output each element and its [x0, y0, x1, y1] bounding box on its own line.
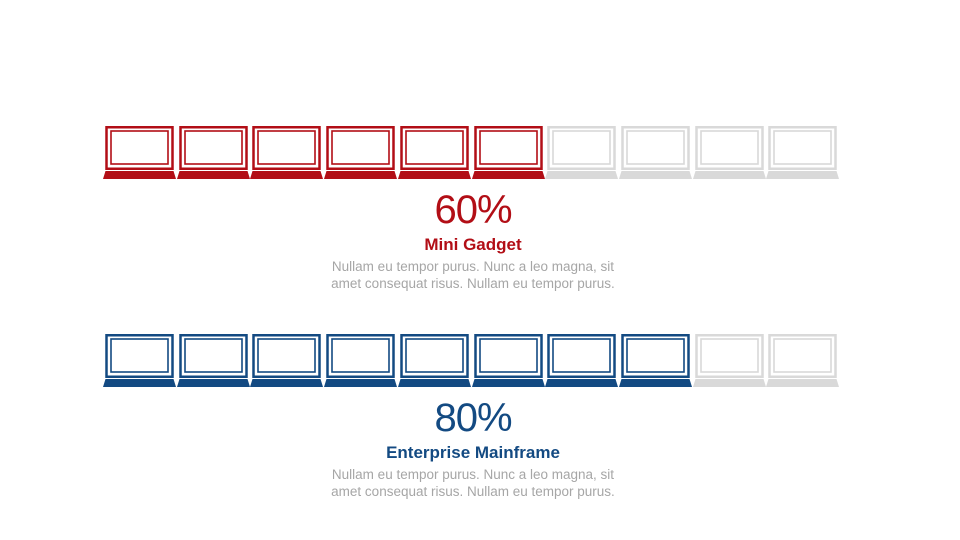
laptop-screen	[252, 126, 322, 170]
laptop-display	[183, 338, 243, 373]
laptop-display	[626, 130, 685, 165]
laptop-display	[257, 338, 317, 373]
laptop-base	[618, 379, 692, 387]
laptop-base	[545, 171, 619, 179]
laptop-base	[766, 379, 840, 387]
percent-value: 60%	[434, 188, 512, 232]
laptop-display	[110, 130, 169, 165]
laptop-base	[397, 171, 471, 179]
laptop-screen	[105, 126, 174, 170]
laptop-base	[545, 379, 619, 387]
laptop-base	[471, 379, 545, 387]
laptop-base	[176, 379, 250, 387]
laptop-icon	[766, 126, 840, 180]
laptop-screen	[621, 126, 690, 170]
laptop-icon	[545, 126, 619, 180]
laptop-screen	[768, 126, 838, 170]
laptop-icon	[545, 334, 619, 388]
laptop-screen	[400, 334, 469, 378]
percent-value: 80%	[434, 396, 512, 440]
laptop-icon-row	[103, 126, 843, 180]
laptop-screen	[400, 126, 469, 170]
laptop-screen	[252, 334, 322, 378]
laptop-icon	[176, 126, 250, 180]
laptop-icon	[471, 126, 545, 180]
description-line: Nullam eu tempor purus. Nunc a leo magna…	[331, 467, 615, 482]
laptop-base	[103, 379, 176, 387]
laptop-display	[331, 130, 390, 165]
laptop-screen	[105, 334, 174, 378]
laptop-screen	[547, 126, 616, 170]
laptop-screen	[473, 126, 543, 170]
laptop-icon	[397, 126, 471, 180]
laptop-base	[324, 379, 398, 387]
laptop-base	[618, 171, 692, 179]
laptop-display	[699, 338, 759, 373]
laptop-icon	[324, 126, 398, 180]
description-line: amet consequat risus. Nullam eu tempor p…	[331, 276, 615, 291]
laptop-screen	[694, 126, 764, 170]
laptop-icon-row	[103, 334, 843, 388]
laptop-icon	[692, 126, 766, 180]
laptop-screen	[768, 334, 838, 378]
laptop-base	[471, 171, 545, 179]
laptop-screen	[326, 126, 395, 170]
laptop-icon	[692, 334, 766, 388]
laptop-screen	[178, 334, 248, 378]
laptop-display	[478, 130, 538, 165]
product-name: Mini Gadget	[424, 235, 522, 254]
laptop-display	[183, 130, 243, 165]
laptop-display	[404, 338, 464, 373]
laptop-display	[773, 130, 833, 165]
laptop-icon	[766, 334, 840, 388]
laptop-icon	[471, 334, 545, 388]
laptop-base	[766, 171, 840, 179]
laptop-icon	[103, 334, 176, 388]
laptop-icon	[250, 126, 324, 180]
laptop-screen	[178, 126, 248, 170]
laptop-base	[176, 171, 250, 179]
laptop-base	[250, 379, 324, 387]
laptop-icon	[618, 334, 692, 388]
product-description: Nullam eu tempor purus. Nunc a leo magna…	[0, 466, 946, 500]
laptop-icon	[618, 126, 692, 180]
laptop-screen	[473, 334, 543, 378]
laptop-icon	[324, 334, 398, 388]
product-description: Nullam eu tempor purus. Nunc a leo magna…	[0, 258, 946, 292]
laptop-icon	[103, 126, 176, 180]
laptop-display	[773, 338, 833, 373]
description-line: Nullam eu tempor purus. Nunc a leo magna…	[331, 259, 615, 274]
laptop-base	[692, 171, 766, 179]
laptop-display	[552, 130, 611, 165]
laptop-display	[110, 338, 169, 373]
laptop-icon	[250, 334, 324, 388]
laptop-base	[324, 171, 398, 179]
laptop-screen	[547, 334, 616, 378]
laptop-icon	[397, 334, 471, 388]
laptop-display	[699, 130, 759, 165]
laptop-display	[478, 338, 538, 373]
laptop-display	[404, 130, 464, 165]
laptop-base	[692, 379, 766, 387]
laptop-base	[103, 171, 176, 179]
description-line: amet consequat risus. Nullam eu tempor p…	[331, 484, 615, 499]
laptop-icon	[176, 334, 250, 388]
laptop-display	[257, 130, 317, 165]
laptop-base	[397, 379, 471, 387]
product-name: Enterprise Mainframe	[386, 443, 560, 462]
laptop-screen	[621, 334, 690, 378]
laptop-screen	[326, 334, 395, 378]
laptop-display	[331, 338, 390, 373]
laptop-base	[250, 171, 324, 179]
laptop-display	[626, 338, 685, 373]
laptop-screen	[694, 334, 764, 378]
laptop-display	[552, 338, 611, 373]
